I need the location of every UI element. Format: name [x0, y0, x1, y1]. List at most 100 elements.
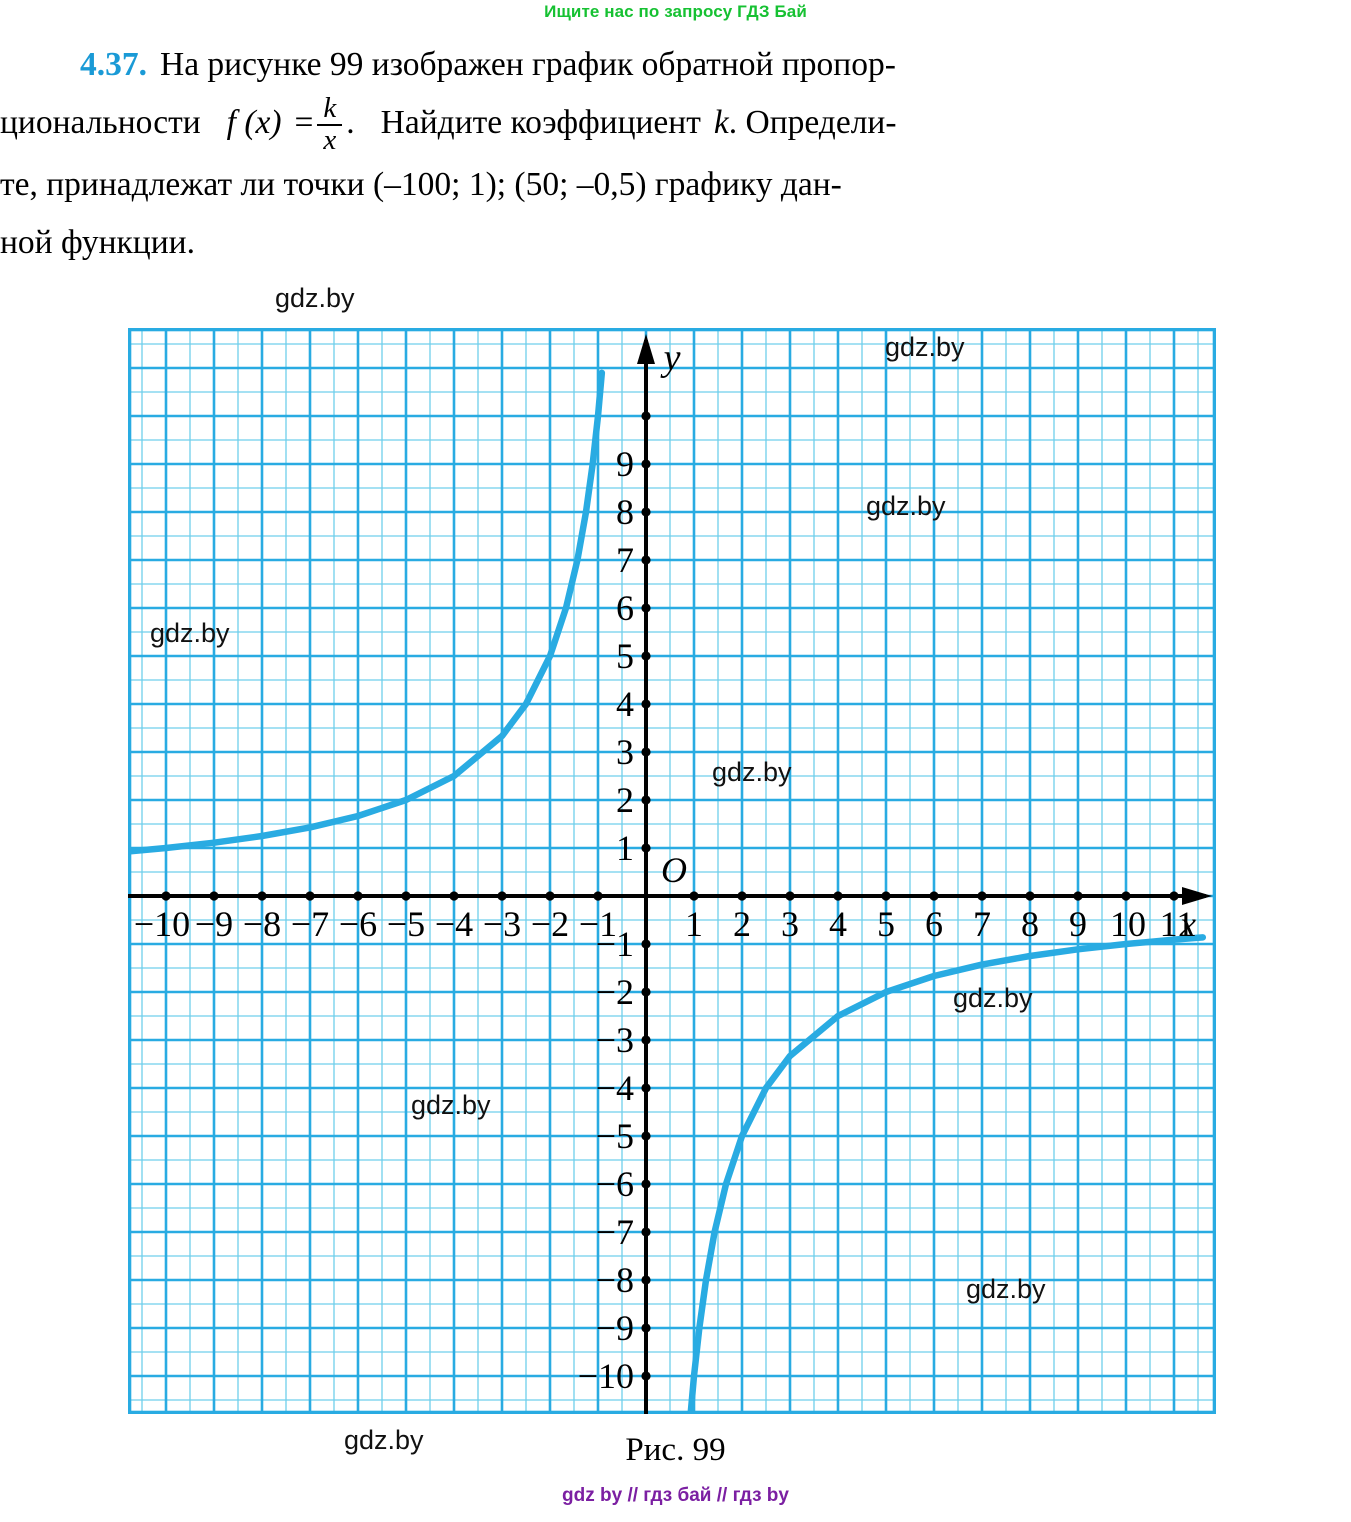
watermark-8: gdz.by — [344, 1425, 424, 1455]
x-tick-dot--10 — [161, 891, 171, 901]
x-tick-dot--7 — [305, 891, 315, 901]
y-tick-dot-8 — [641, 507, 651, 517]
x-tick-dot--4 — [449, 891, 459, 901]
origin-label: O — [661, 850, 687, 890]
problem-number: 4.37. — [80, 46, 147, 83]
x-tick-label-11: 11 — [1160, 904, 1195, 944]
y-tick-dot--1 — [641, 939, 651, 949]
y-tick-label-4: 4 — [616, 684, 634, 724]
x-tick-dot--3 — [497, 891, 507, 901]
x-tick-label-4: 4 — [829, 904, 847, 944]
y-tick-dot-6 — [641, 603, 651, 613]
x-tick-label-8: 8 — [1021, 904, 1039, 944]
y-tick-dot--5 — [641, 1131, 651, 1141]
x-tick-label--3: −3 — [483, 904, 521, 944]
x-tick-label-5: 5 — [877, 904, 895, 944]
y-tick-dot--10 — [641, 1371, 651, 1381]
y-tick-dot--7 — [641, 1227, 651, 1237]
plot-frame — [128, 328, 1216, 1414]
x-tick-dot-1 — [689, 891, 699, 901]
figure-caption: Рис. 99 — [625, 1432, 726, 1468]
y-tick-dot-7 — [641, 555, 651, 565]
problem-line-2: циональности f (x) = k x. Найдите коэффициент… — [0, 94, 1351, 156]
x-tick-dot-11 — [1169, 891, 1179, 901]
y-tick-label--9: −9 — [596, 1308, 634, 1348]
watermark-5: gdz.by — [953, 983, 1033, 1013]
curve-branch-fourth-quadrant — [687, 934, 1207, 1414]
formula-equals: = — [294, 104, 314, 141]
formula-period: . — [346, 104, 355, 141]
y-tick-label-7: 7 — [616, 540, 634, 580]
fraction-numerator: k — [323, 92, 337, 125]
y-tick-dot--4 — [641, 1083, 651, 1093]
y-tick-dot--2 — [641, 987, 651, 997]
x-tick-label-10: 10 — [1110, 904, 1146, 944]
x-axis-label: x — [1179, 904, 1196, 944]
formula-fx: f (x) — [226, 104, 282, 141]
y-tick-label-6: 6 — [616, 588, 634, 628]
problem-line-4: ной функции. — [0, 223, 195, 261]
y-tick-label--3: −3 — [596, 1020, 634, 1060]
y-tick-label--2: −2 — [596, 972, 634, 1012]
x-tick-label-7: 7 — [973, 904, 991, 944]
problem-line-2-text-a: циональности — [0, 104, 201, 141]
y-tick-label-8: 8 — [616, 492, 634, 532]
y-tick-dot-1 — [641, 843, 651, 853]
x-tick-label-2: 2 — [733, 904, 751, 944]
y-tick-dot-2 — [641, 795, 651, 805]
site-footer: gdz by // гдз бай // гдз by — [562, 1485, 789, 1506]
x-tick-dot-7 — [977, 891, 987, 901]
y-tick-dot-3 — [641, 747, 651, 757]
x-tick-dot-4 — [833, 891, 843, 901]
watermark-0: gdz.by — [275, 283, 355, 313]
y-tick-dot--8 — [641, 1275, 651, 1285]
x-tick-dot-6 — [929, 891, 939, 901]
x-tick-dot--1 — [593, 891, 603, 901]
x-tick-dot-9 — [1073, 891, 1083, 901]
x-tick-dot--2 — [545, 891, 555, 901]
y-tick-label-2: 2 — [616, 780, 634, 820]
x-tick-dot--6 — [353, 891, 363, 901]
problem-line-1: 4.37. На рисунке 99 изображен график обра… — [0, 36, 1351, 94]
y-tick-label--1: −1 — [596, 924, 634, 964]
coefficient-k: k — [713, 104, 729, 141]
x-tick-label--5: −5 — [387, 904, 425, 944]
x-tick-dot--8 — [257, 891, 267, 901]
y-tick-label-1: 1 — [616, 828, 634, 868]
y-tick-dot-4 — [641, 699, 651, 709]
x-tick-dot-5 — [881, 891, 891, 901]
x-tick-label--10: −10 — [134, 904, 190, 944]
x-tick-label--9: −9 — [195, 904, 233, 944]
x-tick-label--2: −2 — [531, 904, 569, 944]
x-tick-label--7: −7 — [291, 904, 329, 944]
watermark-1: gdz.by — [885, 332, 965, 362]
x-tick-dot-3 — [785, 891, 795, 901]
y-tick-dot--6 — [641, 1179, 651, 1189]
watermark-4: gdz.by — [712, 757, 792, 787]
problem-line-3: те, принадлежат ли точки (–100; 1); (50;… — [0, 165, 842, 203]
coordinate-plane: −10 −9 −8 −7 −6 −5 −4 −3 −2 −1 1 2 3 4 5 6 7 8 9 10 11x98765… — [128, 328, 1216, 1414]
y-tick-label--8: −8 — [596, 1260, 634, 1300]
problem-line-2-text-b: Найдите коэффициент — [380, 104, 701, 141]
x-tick-label--1: −1 — [579, 904, 617, 944]
y-tick-dot--9 — [641, 1323, 651, 1333]
watermark-3: gdz.by — [150, 618, 230, 648]
x-tick-label-9: 9 — [1069, 904, 1087, 944]
y-tick-dot-9 — [641, 459, 651, 469]
axis-ticks: −10 −9 −8 −7 −6 −5 −4 −3 −2 −1 1 2 3 4 5 6 7 8 9 10 11x98765… — [134, 337, 1196, 1396]
watermark-2: gdz.by — [866, 491, 946, 521]
grid-major — [128, 328, 1216, 1414]
problem-line-1-text: На рисунке 99 изображен график обратной … — [160, 46, 896, 83]
y-tick-label-5: 5 — [616, 636, 634, 676]
x-tick-label-1: 1 — [685, 904, 703, 944]
x-tick-dot--5 — [401, 891, 411, 901]
x-tick-label-6: 6 — [925, 904, 943, 944]
x-tick-label--4: −4 — [435, 904, 473, 944]
watermark-6: gdz.by — [411, 1090, 491, 1120]
y-tick-label--10: −10 — [578, 1356, 634, 1396]
graph-figure: −10 −9 −8 −7 −6 −5 −4 −3 −2 −1 1 2 3 4 5 6 7 8 9 10 11 x 9 8 7 6 5… — [128, 328, 1216, 1414]
y-axis-arrow — [637, 334, 655, 364]
x-tick-label--8: −8 — [243, 904, 281, 944]
problem-statement: 4.37. На рисунке 99 изображен график обра… — [0, 36, 1351, 272]
y-tick-dot--3 — [641, 1035, 651, 1045]
